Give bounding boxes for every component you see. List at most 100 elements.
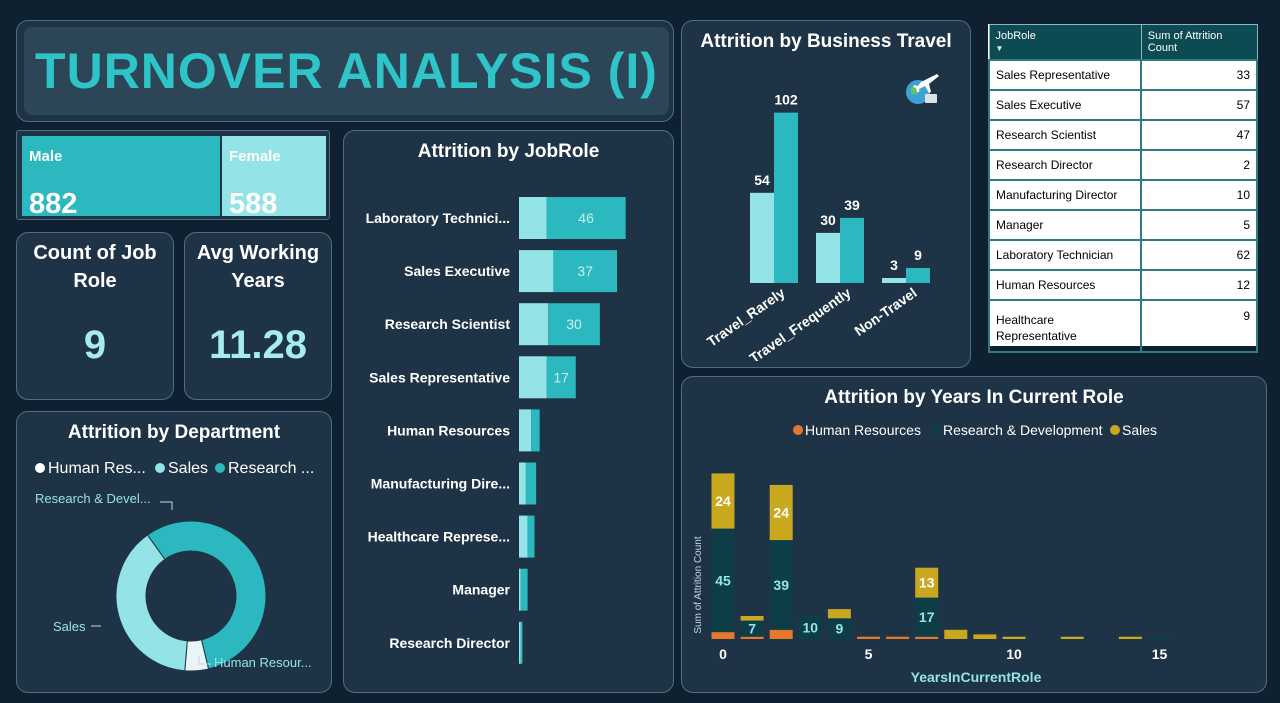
kpi-working-years-value: 11.28	[209, 323, 307, 367]
jobrole-chart-card: Attrition by JobRole Laboratory Technici…	[343, 130, 674, 693]
jobrole-chart-title: Attrition by JobRole	[417, 141, 600, 162]
jobrole-category-label: Sales Representative	[369, 369, 510, 385]
travel-bar-series2	[906, 267, 930, 283]
slice-label-research: Research & Devel...	[35, 491, 151, 506]
travel-bar-series1	[750, 192, 774, 283]
slice-label-sales: Sales	[53, 619, 86, 634]
jobrole-category-label: Healthcare Represe...	[368, 529, 510, 545]
table-cell-attrition: 9	[1140, 299, 1258, 353]
table-cell-jobrole: Manufacturing Director	[987, 179, 1143, 211]
kpi-working-years-label: Avg Working Years	[196, 242, 320, 292]
years-bar-segment	[711, 528, 735, 633]
jobrole-bar-series2	[520, 621, 523, 664]
table-row[interactable]: Research Scientist 47	[987, 119, 1258, 151]
years-bar-segment	[1118, 636, 1142, 639]
gender-card: Male 882 Female 588	[16, 130, 330, 220]
travel-chart-title: Attrition by Business Travel	[700, 31, 952, 52]
leader-line	[160, 501, 173, 510]
table-cell-jobrole: Research Scientist	[987, 119, 1143, 151]
years-y-axis-label: Sum of Attrition Count	[693, 536, 704, 633]
table-cell-jobrole: Healthcare Representative	[987, 299, 1143, 353]
kpi-working-years-card: Avg Working Years 11.28	[184, 232, 332, 400]
jobrole-bar-chart[interactable]: Laboratory Technici... 46 Sales Executive 3…	[344, 171, 673, 691]
table-cell-attrition: 47	[1140, 119, 1258, 151]
leader-line	[198, 656, 211, 665]
table-cell-jobrole: Sales Representative	[987, 59, 1143, 91]
table-row[interactable]: Manager 5	[987, 209, 1258, 241]
legend-label: Sales	[1122, 422, 1157, 438]
years-bar-segment	[798, 616, 822, 639]
legend-marker	[793, 425, 803, 435]
legend-label: Research ...	[228, 460, 314, 477]
years-bar-segment	[769, 629, 793, 639]
table-row[interactable]: Sales Executive 57	[987, 89, 1258, 121]
jobrole-bar-series1	[519, 621, 521, 664]
department-chart-title: Attrition by Department	[67, 422, 281, 443]
years-x-tick: 15	[1152, 646, 1168, 662]
jobrole-category-label: Manufacturing Dire...	[371, 476, 510, 492]
kpi-job-role-label: Count of Job Role	[33, 242, 157, 292]
years-bar-segment	[711, 632, 735, 639]
years-bar-segment	[711, 473, 735, 529]
years-bar-segment	[973, 634, 997, 639]
years-role-stacked-chart[interactable]: Human Resources Research & Development Sal…	[682, 415, 1266, 690]
jobrole-bar-series1	[519, 356, 547, 399]
table-cell-jobrole: Manager	[987, 209, 1143, 241]
years-bar-segment	[857, 636, 880, 639]
years-data-label: 10	[803, 620, 819, 636]
years-data-label: 39	[773, 577, 789, 593]
years-bar-segment	[769, 484, 793, 541]
years-bar-segment	[827, 618, 851, 639]
legend-label: Sales	[168, 460, 208, 477]
travel-chart-card: Attrition by Business Travel 54 102 Travel…	[681, 20, 971, 368]
years-bar-segment	[769, 540, 793, 630]
jobrole-bar-series2	[548, 303, 600, 346]
travel-bar-series2	[840, 217, 864, 283]
table-cell-attrition: 10	[1140, 179, 1258, 211]
years-data-label: 45	[715, 572, 731, 588]
years-data-label: 9	[836, 621, 844, 637]
table-header-jobrole[interactable]: JobRole ▼	[988, 24, 1142, 61]
years-data-label: 13	[919, 575, 935, 591]
travel-bar-series2	[774, 112, 798, 283]
years-bar-segment	[886, 636, 910, 639]
sort-icon: ▼	[995, 44, 1004, 53]
table-cell-jobrole: Human Resources	[987, 269, 1143, 301]
years-bar-segment	[944, 629, 968, 639]
kpi-job-role-card: Count of Job Role 9	[16, 232, 174, 400]
jobrole-bar-series1	[519, 515, 528, 558]
jobrole-bar-series2	[553, 250, 618, 293]
table-row[interactable]: Sales Representative 33	[987, 59, 1258, 91]
years-bar-segment	[740, 620, 764, 637]
table-cell-attrition: 12	[1140, 269, 1258, 301]
travel-bar-chart[interactable]: 54102Travel_Rarely3039Travel_Frequently3…	[682, 61, 970, 361]
jobrole-bar-series2	[546, 356, 576, 399]
female-tile[interactable]: Female 588	[222, 136, 326, 220]
male-label: Male	[29, 148, 63, 165]
table-row[interactable]: Manufacturing Director 10	[987, 179, 1258, 211]
table-row[interactable]: Human Resources 12	[987, 269, 1258, 301]
years-x-tick: 0	[719, 646, 727, 662]
years-data-label: 7	[748, 621, 756, 637]
legend-label: Human Res...	[48, 460, 146, 477]
table-header-attrition[interactable]: Sum of Attrition Count	[1140, 24, 1258, 61]
jobrole-bar-series1	[519, 462, 526, 505]
years-bar-segment	[1002, 636, 1026, 639]
years-bar-segment	[915, 597, 939, 637]
legend-marker	[155, 463, 165, 473]
table-row[interactable]: Healthcare Representative 9	[987, 299, 1258, 353]
jobrole-attrition-table[interactable]: JobRole ▼ Sum of Attrition Count Sales Re…	[987, 24, 1258, 353]
table-cell-attrition: 5	[1140, 209, 1258, 241]
table-row[interactable]: Research Director 2	[987, 149, 1258, 181]
page-title: TURNOVER ANALYSIS (I)	[24, 27, 669, 115]
table-row[interactable]: Laboratory Technician 62	[987, 239, 1258, 271]
legend-marker	[215, 463, 225, 473]
travel-data-label: 39	[844, 197, 860, 213]
table-cell-attrition: 2	[1140, 149, 1258, 181]
department-donut-chart[interactable]: Human Res... Sales Research ... Research & …	[17, 456, 331, 686]
years-x-tick: 5	[865, 646, 873, 662]
years-data-label: 24	[715, 493, 731, 509]
male-tile[interactable]: Male 882	[22, 136, 220, 220]
travel-data-label: 102	[774, 92, 798, 108]
years-data-label: 24	[773, 505, 789, 521]
